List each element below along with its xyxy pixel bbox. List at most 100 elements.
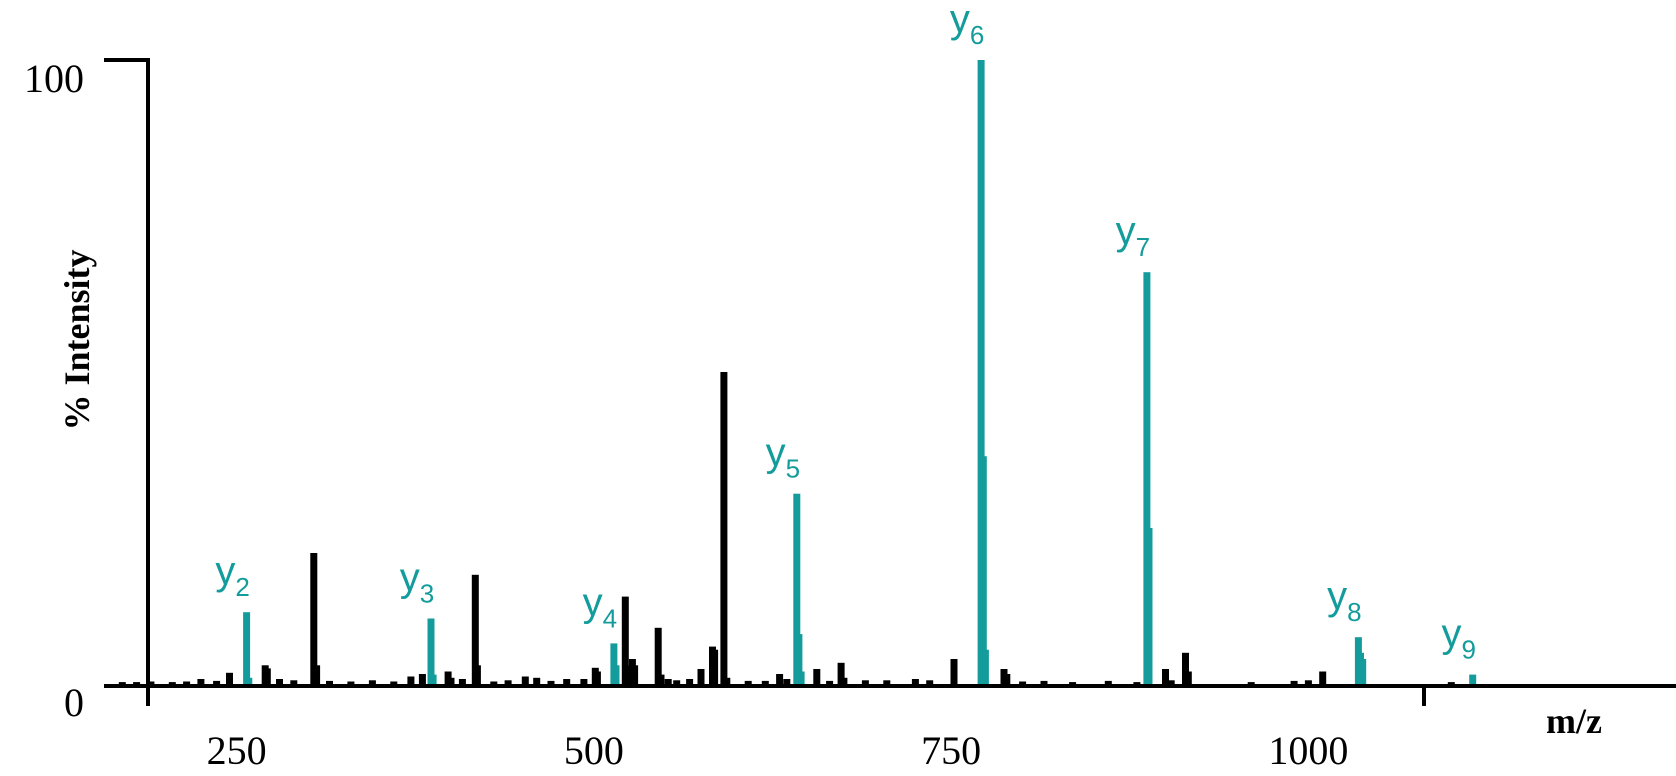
peak-label-ion: y (215, 549, 235, 593)
y-ion-peak-bar (429, 674, 437, 686)
peak-bar (533, 677, 541, 686)
x-tick-label: 250 (207, 728, 267, 773)
y-ion-peak-bar (243, 612, 251, 686)
peak-label-ion: y (400, 556, 420, 600)
peak-bar (473, 665, 481, 686)
y-ion-peak-bar (1143, 272, 1151, 686)
peak-label-subscript: 5 (786, 454, 800, 484)
peak-bar (723, 677, 731, 686)
peak-label-subscript: 9 (1461, 635, 1475, 665)
peak-bar (654, 627, 662, 686)
x-tick-label: 500 (564, 728, 624, 773)
peak-bar (861, 680, 869, 686)
peak-bar (711, 649, 719, 686)
y-ion-peak-bar (981, 649, 989, 686)
peak-bar (1290, 680, 1298, 686)
peak-bar (883, 680, 891, 686)
x-tick-labels: 250 500 750 1000 (207, 728, 1349, 773)
peak-bar (1182, 652, 1189, 686)
peak-bar (563, 679, 571, 686)
x-axis-title: m/z (1546, 701, 1602, 741)
peak-bar (720, 372, 728, 686)
peak-bar (1319, 671, 1327, 686)
peak-bar (197, 679, 205, 686)
peak-label-y3: y3 (400, 556, 434, 609)
peak-bar (673, 680, 681, 686)
peak-bars (118, 60, 1477, 686)
peak-bar (310, 553, 318, 686)
peak-bar (213, 680, 221, 686)
y-ion-peak-bar (795, 634, 803, 686)
peak-label-ion: y (583, 580, 603, 624)
peak-label-ion: y (766, 431, 786, 475)
peak-bar (826, 680, 834, 686)
peak-bar (471, 574, 479, 686)
peak-label-subscript: 2 (235, 572, 249, 602)
peak-bar (147, 681, 155, 686)
y-tick-label: 100 (24, 56, 84, 101)
peak-label-y8: y8 (1327, 574, 1361, 627)
peak-bar (813, 669, 821, 686)
peak-bar (776, 674, 784, 686)
peak-bar (390, 681, 398, 686)
peak-bar (313, 665, 321, 686)
y-ion-peak-bar (979, 456, 987, 686)
peak-label-ion: y (1441, 612, 1461, 656)
peak-bar (657, 674, 665, 686)
y-tick-label: 0 (64, 680, 84, 725)
y-ion-peak-bar (797, 671, 805, 686)
peak-bar (697, 669, 705, 686)
y-ion-peak-bar (793, 493, 801, 686)
peak-bar (347, 681, 355, 686)
peak-label-subscript: 8 (1347, 597, 1361, 627)
peak-label-ion: y (950, 0, 970, 41)
peak-bar (521, 676, 529, 686)
y-ion-peak-bar (977, 60, 985, 686)
peak-bar (490, 681, 498, 686)
peak-label-subscript: 4 (603, 603, 617, 633)
peak-bar (368, 680, 376, 686)
y-ion-peak-bar (1145, 528, 1153, 686)
peak-bar (761, 680, 769, 686)
peak-bar (744, 680, 752, 686)
peak-label-y6: y6 (950, 0, 984, 50)
peak-label-y2: y2 (215, 549, 249, 602)
y-axis-title: % Intensity (57, 249, 97, 430)
peak-bar (1040, 680, 1048, 686)
peak-bar (837, 662, 845, 686)
peak-bar (1104, 680, 1112, 686)
peak-label-y7: y7 (1116, 209, 1150, 262)
peak-bar (276, 679, 283, 686)
peak-bar (783, 679, 791, 686)
y-ion-peak-bar (245, 677, 253, 686)
peak-bar (1162, 669, 1169, 686)
y-ion-peak-bar (427, 618, 435, 686)
peak-bar (447, 677, 455, 686)
peak-bar (1167, 680, 1175, 686)
peak-label-y9: y9 (1441, 612, 1475, 665)
peak-bar (263, 668, 271, 686)
y-tick-labels: 0 100 (24, 56, 84, 725)
peak-label-y4: y4 (583, 580, 617, 633)
y-ion-peak-bar (610, 643, 618, 686)
peak-bar (911, 679, 919, 686)
peak-bar (1019, 681, 1027, 686)
peak-bar (840, 677, 848, 686)
peak-bar (950, 659, 958, 686)
peak-bar (407, 676, 415, 686)
peak-bar (290, 680, 298, 686)
peak-bar (183, 681, 191, 686)
peak-bar (623, 665, 631, 686)
peak-bar (621, 596, 629, 686)
peak-label-y5: y5 (766, 431, 800, 484)
peak-label-ion: y (1116, 209, 1136, 253)
peak-bar (593, 671, 601, 686)
peak-bar (458, 679, 466, 686)
peak-bar (547, 680, 555, 686)
peak-label-subscript: 6 (970, 20, 984, 50)
peak-bar (226, 672, 233, 686)
peak-bar (418, 674, 426, 686)
peak-bar (1304, 680, 1312, 686)
